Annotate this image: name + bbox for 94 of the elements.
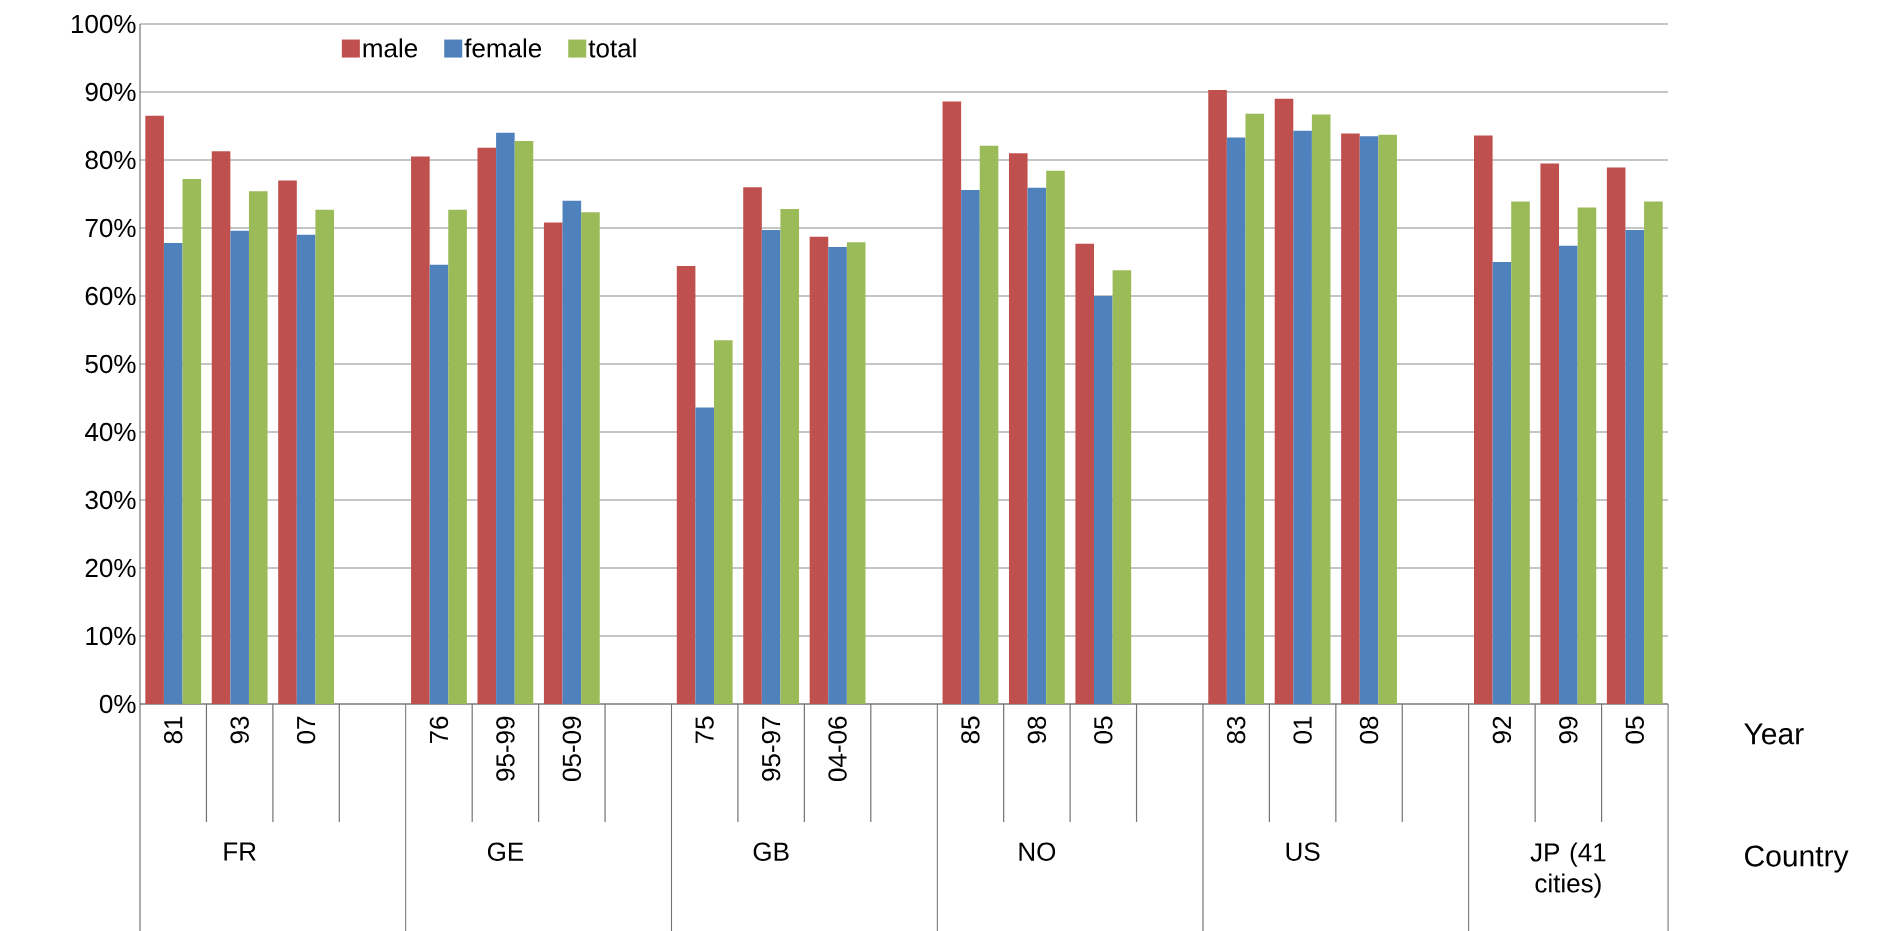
bar bbox=[411, 156, 430, 704]
bar bbox=[1540, 163, 1560, 704]
legend-label: total bbox=[588, 38, 636, 58]
legend-label: male bbox=[363, 38, 418, 58]
x-tick-label: 83 bbox=[1226, 716, 1246, 744]
x-tick-label: 95-99 bbox=[496, 716, 515, 781]
bar bbox=[1492, 261, 1512, 704]
bar bbox=[780, 208, 800, 704]
text: Country bbox=[1745, 845, 1849, 873]
bar bbox=[1274, 98, 1294, 704]
x-tick-label: 76 bbox=[429, 716, 449, 744]
bar bbox=[448, 209, 467, 704]
text: JP (41 cities) bbox=[1530, 842, 1606, 898]
x-tick-label: 07 bbox=[296, 716, 316, 744]
bar bbox=[1644, 201, 1663, 704]
bar bbox=[1341, 133, 1360, 704]
x-tick-label: 08 bbox=[1359, 716, 1379, 744]
bar bbox=[1378, 134, 1397, 704]
y-tick-label: 0% bbox=[99, 694, 136, 714]
x-tick-label: 85 bbox=[961, 716, 980, 744]
bar bbox=[846, 242, 866, 704]
y-tick-label: 80% bbox=[85, 150, 136, 170]
y-tick-label: 60% bbox=[85, 286, 136, 306]
y-tick-label: 100% bbox=[71, 14, 136, 34]
bar bbox=[1606, 167, 1626, 704]
bar bbox=[1226, 137, 1246, 704]
bar bbox=[211, 151, 231, 704]
bar bbox=[828, 247, 847, 704]
bar bbox=[278, 180, 297, 704]
text: FR bbox=[224, 842, 256, 861]
text: GB bbox=[753, 842, 789, 861]
bar bbox=[496, 132, 515, 704]
text: US bbox=[1286, 842, 1320, 861]
bar bbox=[182, 179, 202, 704]
x-tick-label: 81 bbox=[164, 716, 183, 744]
bar bbox=[315, 209, 334, 704]
bar bbox=[296, 234, 316, 704]
bar bbox=[429, 264, 449, 704]
bar bbox=[477, 147, 497, 704]
bar bbox=[714, 340, 733, 704]
x-tick-label: 75 bbox=[695, 716, 714, 744]
bar bbox=[1311, 114, 1331, 704]
bar bbox=[1245, 113, 1265, 704]
y-tick-label: 30% bbox=[85, 490, 136, 510]
bar bbox=[1511, 201, 1530, 704]
bar bbox=[961, 189, 980, 704]
bar bbox=[1559, 245, 1578, 704]
bar bbox=[562, 200, 582, 704]
y-tick-label: 90% bbox=[85, 82, 136, 102]
text: NO bbox=[1019, 842, 1056, 861]
x-tick-label: 04-06 bbox=[828, 716, 847, 781]
y-tick-label: 70% bbox=[85, 218, 136, 238]
bar bbox=[145, 115, 164, 704]
x-tick-label: 05-09 bbox=[562, 716, 582, 781]
bar bbox=[942, 101, 962, 704]
bar bbox=[1293, 130, 1312, 704]
legend-label: female bbox=[464, 38, 542, 58]
bar bbox=[979, 145, 999, 704]
bar bbox=[743, 187, 762, 704]
x-tick-label: 05 bbox=[1625, 716, 1644, 744]
bar bbox=[248, 191, 268, 704]
text: GE bbox=[487, 842, 524, 861]
bar bbox=[695, 407, 714, 704]
bar bbox=[514, 140, 534, 704]
x-tick-label: 98 bbox=[1027, 716, 1047, 744]
bar bbox=[1112, 270, 1132, 704]
bar bbox=[676, 266, 696, 704]
bar bbox=[543, 222, 563, 704]
bar bbox=[230, 230, 249, 704]
y-tick-label: 20% bbox=[85, 558, 136, 578]
x-tick-label: 99 bbox=[1559, 716, 1578, 744]
bar bbox=[1046, 170, 1065, 704]
y-tick-label: 10% bbox=[86, 626, 136, 646]
x-tick-label: 92 bbox=[1492, 716, 1512, 744]
bar bbox=[1208, 89, 1227, 704]
bar bbox=[1075, 243, 1094, 704]
bar bbox=[1027, 187, 1047, 704]
bar bbox=[1359, 136, 1379, 704]
bar bbox=[1625, 230, 1645, 704]
bar bbox=[1474, 135, 1493, 704]
bar bbox=[1094, 295, 1113, 704]
x-tick-label: 95-97 bbox=[761, 716, 781, 781]
bar bbox=[581, 212, 600, 704]
x-tick-label: 05 bbox=[1094, 716, 1113, 744]
x-axis-title: Year bbox=[1744, 723, 1804, 745]
bar bbox=[1008, 153, 1028, 704]
bar bbox=[809, 236, 829, 704]
y-tick-label: 50% bbox=[85, 354, 136, 374]
bar bbox=[761, 230, 781, 704]
x-tick-label: 93 bbox=[230, 716, 249, 744]
x-tick-label: 01 bbox=[1293, 716, 1312, 744]
y-tick-label: 40% bbox=[85, 422, 136, 442]
bar bbox=[163, 242, 183, 704]
bar bbox=[1577, 207, 1597, 704]
